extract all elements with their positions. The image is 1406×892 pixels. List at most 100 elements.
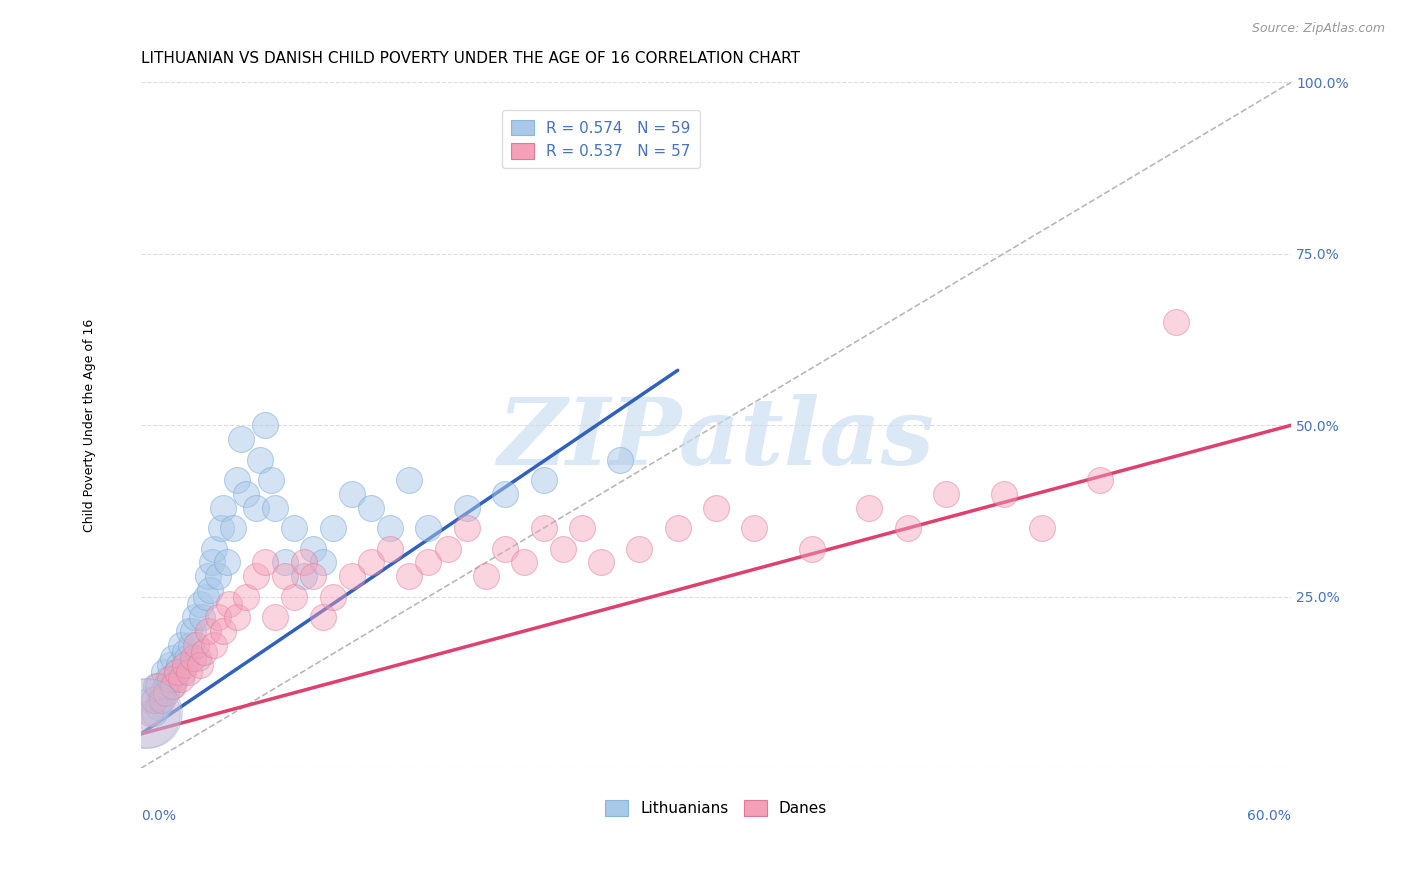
Point — [218, 597, 240, 611]
Point — [312, 610, 335, 624]
Point — [1088, 473, 1111, 487]
Point — [418, 521, 440, 535]
Point — [143, 706, 166, 721]
Point — [273, 569, 295, 583]
Point — [181, 651, 204, 665]
Point — [143, 692, 166, 706]
Point — [146, 679, 169, 693]
Point — [283, 521, 305, 535]
Point — [188, 658, 211, 673]
Point — [302, 569, 325, 583]
Point — [159, 658, 181, 673]
Point — [177, 624, 200, 638]
Point — [398, 569, 420, 583]
Point — [150, 692, 173, 706]
Point — [207, 569, 229, 583]
Point — [172, 665, 194, 680]
Point — [589, 556, 612, 570]
Point — [302, 541, 325, 556]
Text: 0.0%: 0.0% — [141, 809, 176, 823]
Point — [322, 521, 344, 535]
Point — [245, 569, 267, 583]
Point — [456, 500, 478, 515]
Point — [155, 686, 177, 700]
Point — [186, 638, 208, 652]
Text: Child Poverty Under the Age of 16: Child Poverty Under the Age of 16 — [83, 318, 96, 532]
Point — [993, 487, 1015, 501]
Point — [197, 624, 219, 638]
Point — [201, 556, 224, 570]
Point — [197, 569, 219, 583]
Point — [202, 638, 225, 652]
Point — [202, 541, 225, 556]
Point — [135, 706, 157, 721]
Point — [212, 500, 235, 515]
Point — [166, 665, 188, 680]
Point — [146, 699, 169, 714]
Point — [181, 624, 204, 638]
Point — [162, 651, 184, 665]
Point — [292, 569, 315, 583]
Point — [513, 556, 536, 570]
Point — [193, 645, 215, 659]
Point — [180, 638, 202, 652]
Point — [159, 672, 181, 686]
Point — [162, 679, 184, 693]
Point — [249, 452, 271, 467]
Point — [160, 679, 183, 693]
Point — [149, 692, 172, 706]
Point — [1166, 315, 1188, 329]
Point — [165, 672, 187, 686]
Point — [264, 500, 287, 515]
Point — [170, 672, 193, 686]
Point — [153, 665, 176, 680]
Legend: Lithuanians, Danes: Lithuanians, Danes — [599, 794, 834, 822]
Point — [235, 590, 257, 604]
Point — [292, 556, 315, 570]
Point — [858, 500, 880, 515]
Point — [322, 590, 344, 604]
Point — [436, 541, 458, 556]
Point — [174, 645, 197, 659]
Point — [609, 452, 631, 467]
Point — [167, 658, 190, 673]
Point — [191, 610, 214, 624]
Text: Source: ZipAtlas.com: Source: ZipAtlas.com — [1251, 22, 1385, 36]
Text: 60.0%: 60.0% — [1247, 809, 1291, 823]
Point — [212, 624, 235, 638]
Point — [188, 597, 211, 611]
Point — [744, 521, 766, 535]
Point — [187, 651, 209, 665]
Point — [283, 590, 305, 604]
Point — [170, 638, 193, 652]
Point — [174, 658, 197, 673]
Point — [533, 521, 555, 535]
Point — [704, 500, 727, 515]
Point — [551, 541, 574, 556]
Point — [225, 473, 247, 487]
Point — [533, 473, 555, 487]
Point — [254, 556, 277, 570]
Point — [378, 521, 401, 535]
Point — [571, 521, 593, 535]
Point — [897, 521, 920, 535]
Point — [176, 651, 198, 665]
Point — [628, 541, 651, 556]
Point — [475, 569, 498, 583]
Point — [195, 590, 218, 604]
Point — [264, 610, 287, 624]
Point — [666, 521, 689, 535]
Point — [800, 541, 823, 556]
Point — [139, 706, 162, 721]
Point — [145, 679, 167, 693]
Point — [217, 556, 239, 570]
Point — [254, 418, 277, 433]
Point — [340, 487, 363, 501]
Point — [225, 610, 247, 624]
Point — [209, 521, 232, 535]
Point — [378, 541, 401, 556]
Point — [166, 665, 188, 680]
Point — [134, 706, 156, 721]
Point — [155, 679, 177, 693]
Point — [312, 556, 335, 570]
